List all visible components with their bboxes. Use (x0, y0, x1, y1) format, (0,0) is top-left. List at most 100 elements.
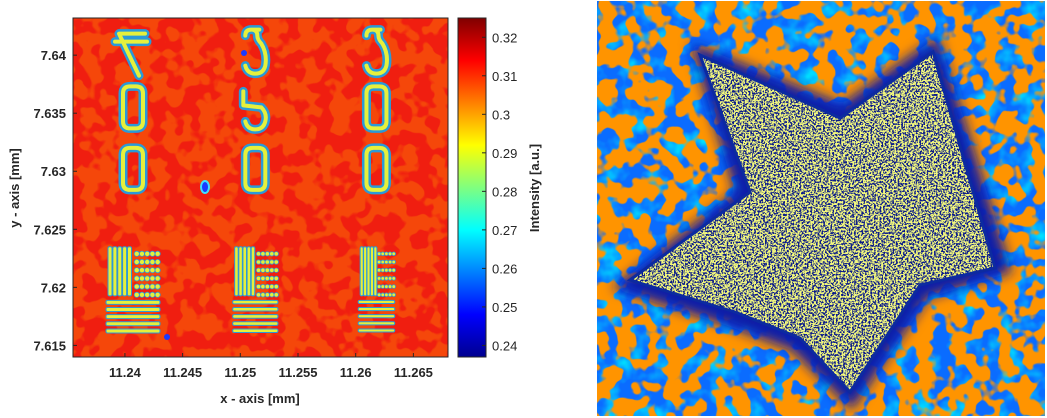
pattern-dot (144, 259, 151, 266)
x-tick-label: 11.26 (340, 365, 372, 380)
pattern-dot (273, 251, 279, 257)
pattern-dot (264, 259, 270, 265)
pattern-dot (154, 283, 161, 290)
x-tick-label: 11.25 (224, 365, 256, 380)
pattern-dot (387, 267, 393, 273)
defect-spot (164, 334, 170, 340)
pattern-bar (369, 246, 374, 297)
pattern-dot (138, 291, 145, 298)
pattern-dot (144, 275, 151, 282)
pattern-dot (391, 292, 396, 297)
pattern-dot (138, 250, 145, 257)
pattern-dot (255, 292, 262, 298)
colorbar-tick-label: 0.26 (492, 261, 517, 276)
pattern-dot (269, 267, 275, 273)
pattern-dot (260, 251, 266, 257)
pattern-dot (264, 283, 270, 290)
test-patterns (105, 246, 396, 334)
pattern-dot (264, 292, 270, 298)
pattern-dot (269, 251, 275, 257)
pattern-dot (260, 283, 266, 290)
numeral-digit (361, 25, 392, 79)
colorbar-tick-label: 0.3 (492, 107, 510, 122)
pattern-dot (269, 259, 275, 265)
pattern-dot (260, 267, 266, 273)
pattern-bar (232, 328, 279, 334)
pattern-bar (250, 246, 256, 297)
pattern-dot (149, 250, 156, 257)
colorbar-label: Intensity [a.u.] (527, 144, 542, 232)
star-outline (626, 49, 997, 395)
pattern-dot (391, 284, 396, 289)
pattern-bar (357, 314, 396, 319)
pattern-dot (154, 259, 161, 266)
pattern-dot (376, 267, 382, 273)
pattern-bar (105, 306, 161, 312)
pattern-dot (380, 284, 385, 289)
pattern-dot (255, 251, 262, 257)
pattern-dot (269, 275, 275, 281)
pattern-dot (264, 267, 270, 273)
pattern-bar (232, 321, 279, 326)
x-axis-label: x - axis [mm] (220, 391, 299, 406)
right-heatmap (597, 1, 1045, 416)
pattern-dot (138, 275, 145, 282)
pattern-dot (380, 292, 385, 297)
plot-frame (72, 17, 449, 358)
pattern-bar (359, 246, 364, 297)
pattern-dot (376, 251, 382, 257)
pattern-bar (112, 246, 118, 297)
numeral-digit (361, 81, 391, 133)
pattern-bar (105, 321, 161, 327)
pattern-dot (154, 250, 161, 257)
pattern-bar (357, 328, 396, 333)
pattern-bar (105, 328, 161, 334)
pattern-bar (246, 246, 252, 297)
y-axis-label: y - axis [mm] (7, 148, 22, 227)
numeral-features (110, 25, 392, 195)
pattern-dot (384, 276, 389, 281)
pattern-dot (376, 284, 382, 289)
pattern-dot (376, 276, 382, 281)
pattern-dot (387, 259, 393, 265)
y-tick-label: 7.62 (41, 280, 66, 295)
colorbar: 0.32 0.31 0.3 0.29 0.28 0.27 0.26 0.25 0.24 Inte… (457, 17, 542, 358)
pattern-dot (144, 250, 151, 257)
pattern-bar (232, 306, 279, 312)
colorbar-gradient (457, 17, 487, 358)
pattern-dot (255, 283, 262, 290)
pattern-dot (154, 291, 161, 298)
pattern-bar (357, 299, 396, 304)
defect-spot (241, 50, 247, 56)
pattern-dot (384, 259, 389, 265)
colorbar-tick-label: 0.28 (492, 184, 517, 199)
defect-spot (200, 180, 210, 194)
pattern-bar (232, 299, 279, 305)
pattern-dot (133, 259, 140, 266)
colorbar-tick-label: 0.29 (492, 146, 517, 161)
pattern-dot (149, 275, 156, 282)
pattern-dot (384, 267, 389, 273)
pattern-dot (260, 275, 266, 281)
y-tick-label: 7.625 (33, 222, 66, 237)
pattern-dot (154, 275, 161, 282)
numeral-digit (238, 86, 271, 134)
pattern-bar (363, 246, 368, 297)
pattern-dot (391, 276, 396, 281)
pattern-dot (149, 283, 156, 290)
pattern-dot (144, 283, 151, 290)
pattern-dot (273, 283, 279, 290)
pattern-dot (133, 283, 140, 290)
pattern-dot (384, 292, 389, 297)
pattern-bar (242, 246, 247, 297)
pattern-dot (387, 292, 393, 297)
numeral-digit (118, 143, 148, 195)
left-heatmap (72, 17, 449, 358)
pattern-dot (154, 267, 161, 274)
pattern-dot (384, 251, 389, 257)
pattern-bar (105, 314, 161, 320)
pattern-bar (107, 246, 113, 297)
pattern-bar (232, 314, 279, 319)
x-tick-label: 11.265 (394, 365, 433, 380)
pattern-dot (149, 259, 156, 266)
